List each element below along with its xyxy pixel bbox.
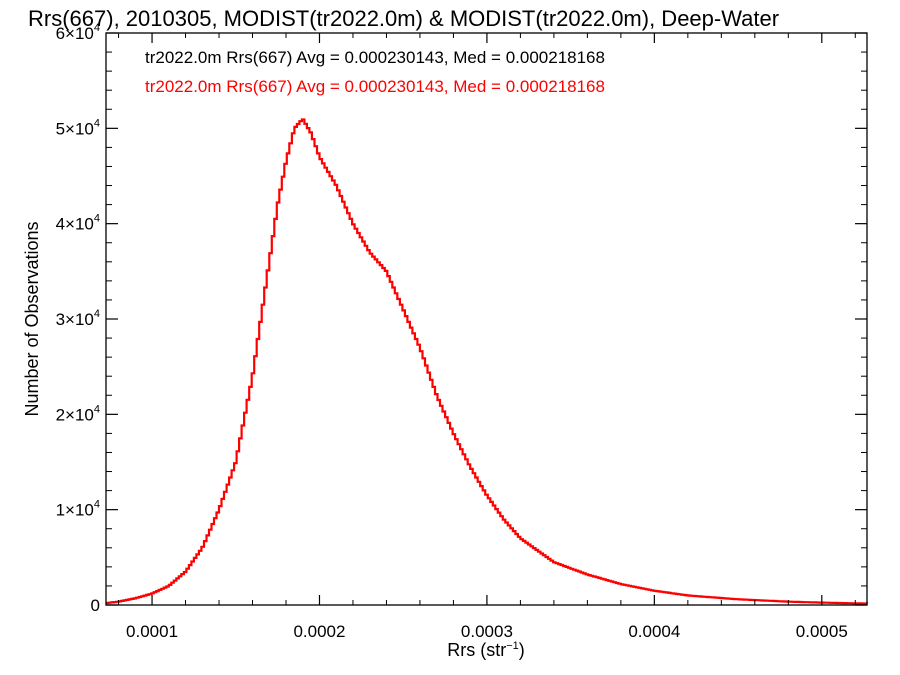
- x-tick-label: 0.0005: [796, 622, 848, 641]
- x-tick-label: 0.0002: [293, 622, 345, 641]
- y-tick-label: 1×104: [56, 499, 100, 520]
- y-tick-label: 4×104: [56, 213, 100, 234]
- x-axis-label: Rrs (str−1): [447, 640, 525, 660]
- x-tick-label: 0.0004: [628, 622, 680, 641]
- legend-entry-2: tr2022.0m Rrs(667) Avg = 0.000230143, Me…: [145, 77, 605, 96]
- chart-title: Rrs(667), 2010305, MODIST(tr2022.0m) & M…: [28, 6, 779, 31]
- plot-frame: [105, 32, 868, 606]
- y-tick-label: 0: [91, 596, 100, 615]
- legend-entry-1: tr2022.0m Rrs(667) Avg = 0.000230143, Me…: [145, 48, 605, 67]
- histogram-series-line: [106, 118, 869, 605]
- y-axis-label: Number of Observations: [22, 221, 42, 416]
- x-tick-label: 0.0003: [461, 622, 513, 641]
- y-tick-label: 3×104: [56, 308, 100, 329]
- y-tick-label: 5×104: [56, 117, 100, 138]
- legend: tr2022.0m Rrs(667) Avg = 0.000230143, Me…: [145, 48, 605, 96]
- y-tick-label: 6×104: [56, 22, 100, 43]
- x-tick-label: 0.0001: [126, 622, 178, 641]
- y-tick-label: 2×104: [56, 403, 100, 424]
